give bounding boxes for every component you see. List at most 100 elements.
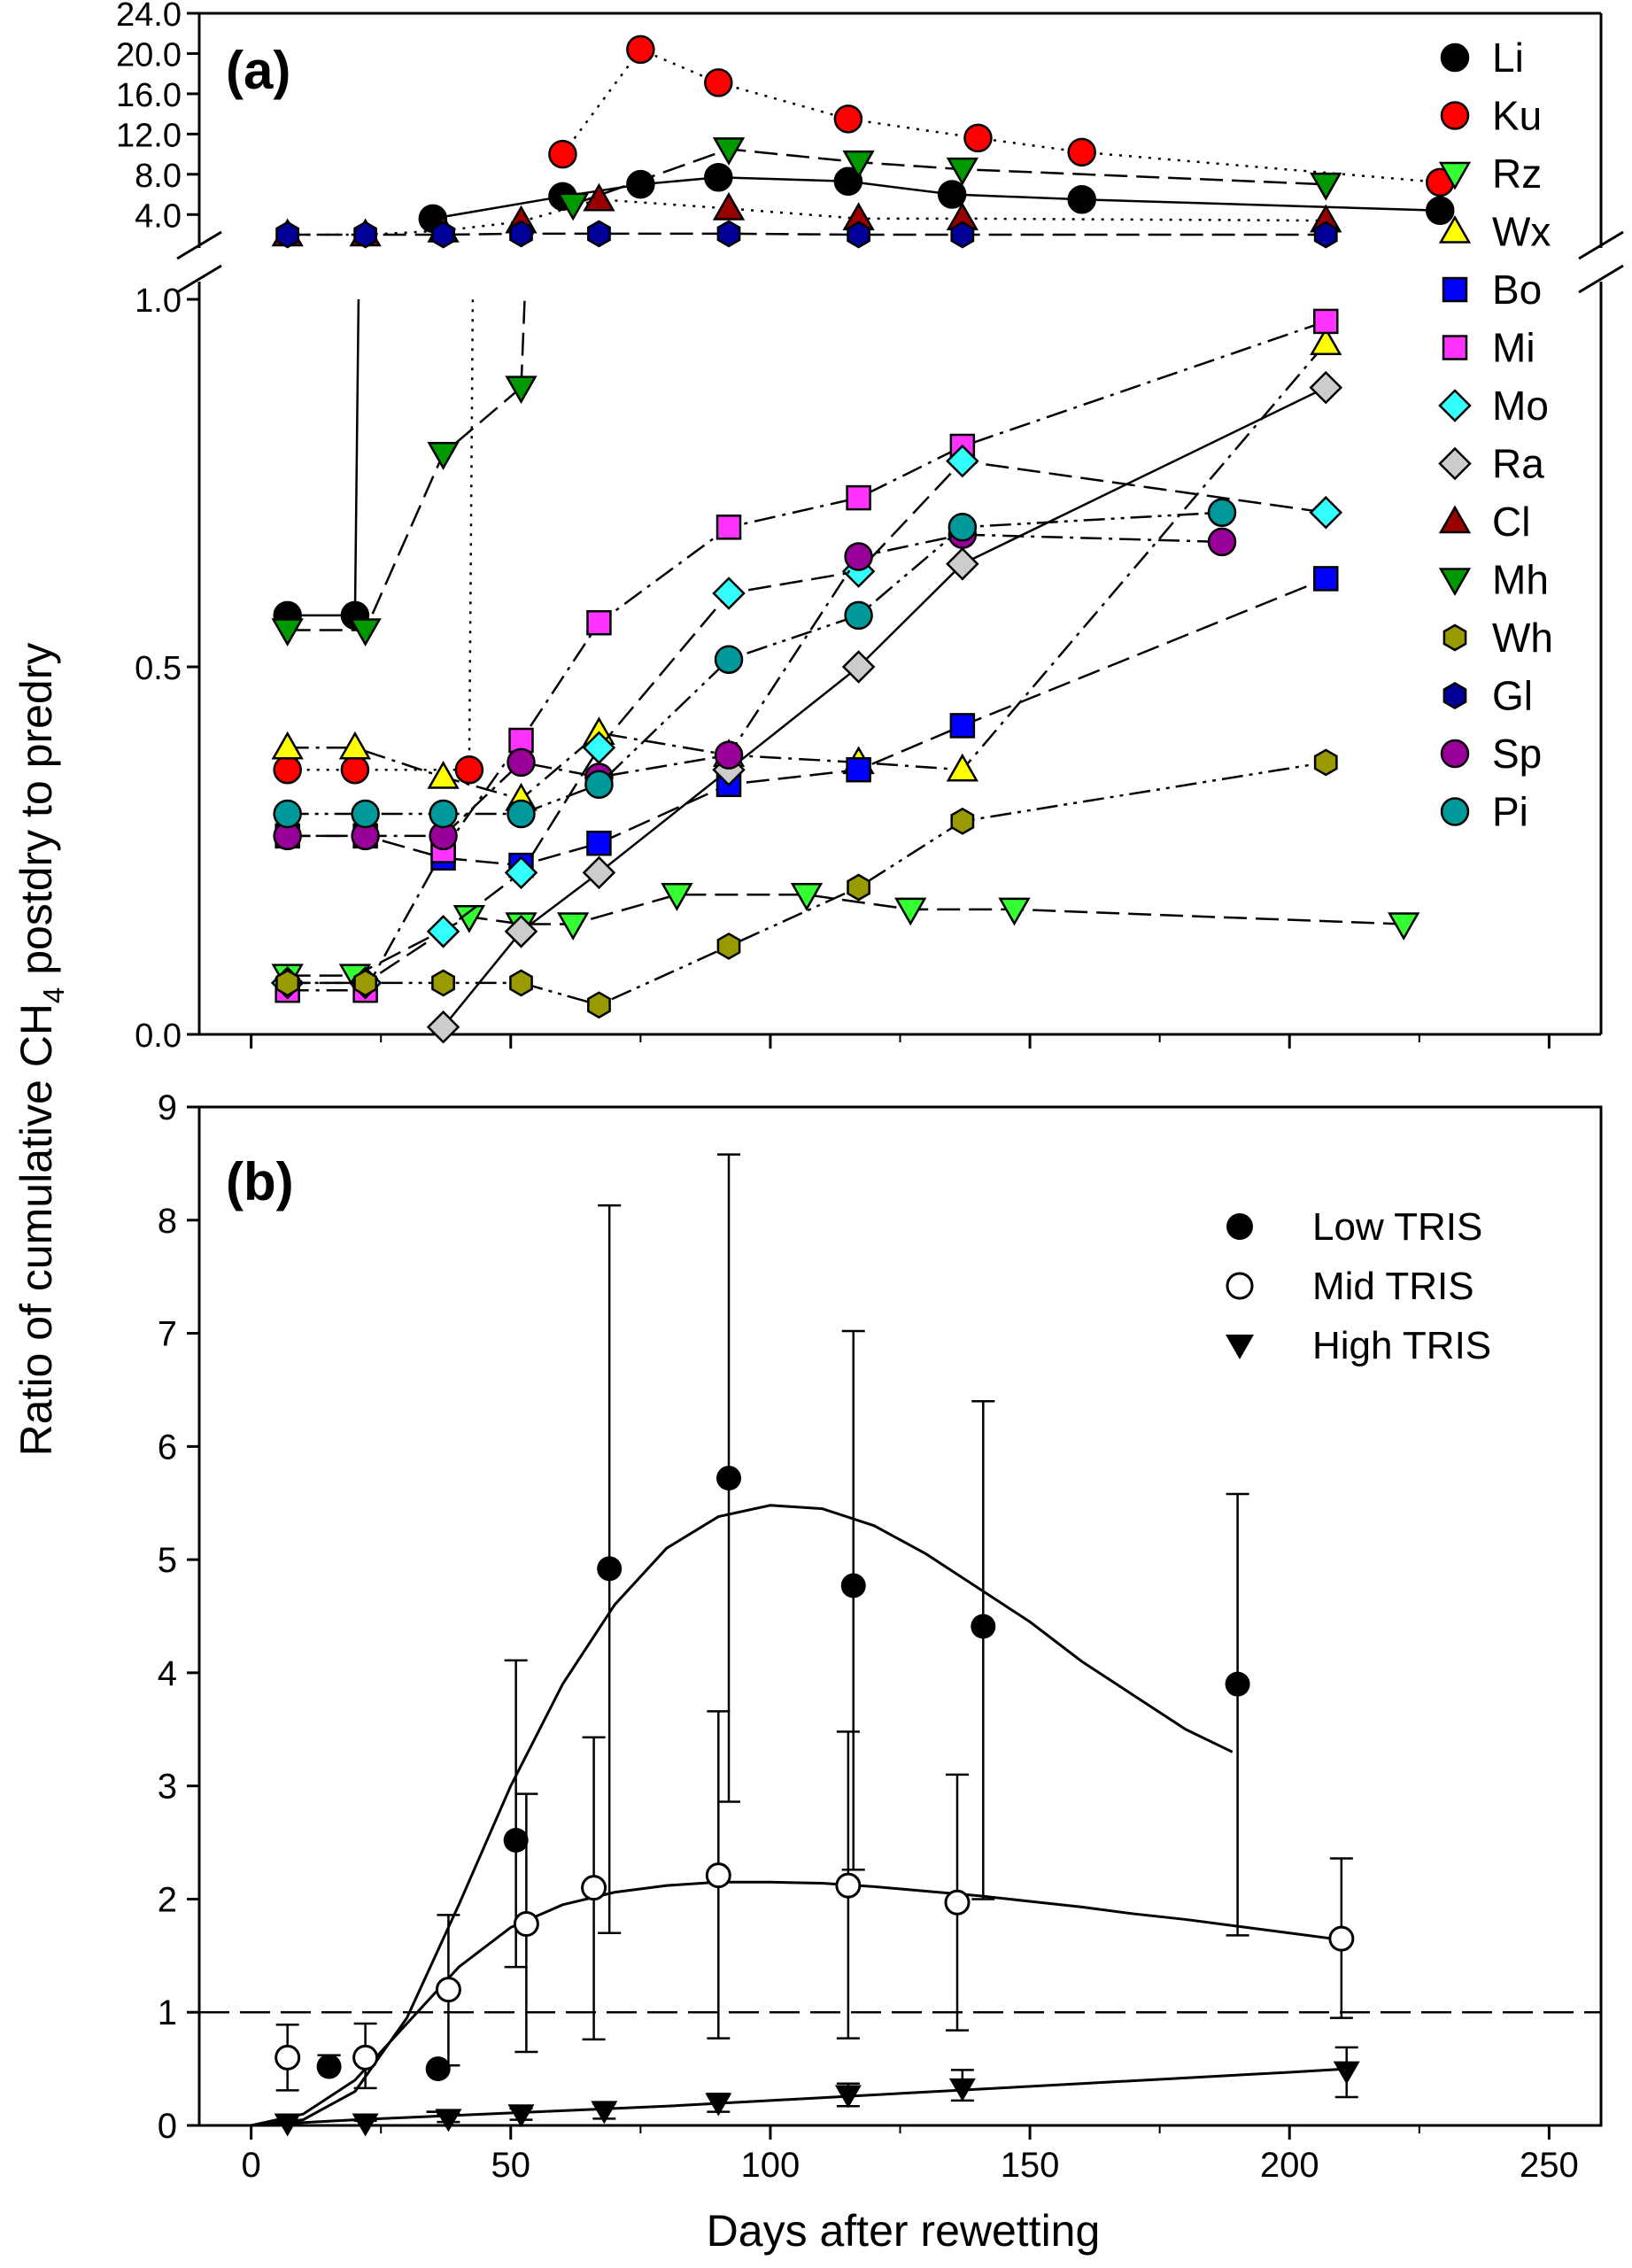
data-point-Wh (353, 969, 377, 997)
legend-label-Mo: Mo (1492, 383, 1549, 429)
data-point-Gl (353, 221, 377, 249)
series-connector-Ku (468, 298, 475, 770)
data-point-Bo (949, 713, 976, 739)
data-point-Ra (426, 1010, 460, 1044)
panel-a-ytick-label-upper: 20.0 (116, 36, 182, 74)
data-point-Ra (841, 650, 876, 684)
data-point-Pi (714, 645, 744, 674)
data-point-Pi (429, 799, 458, 829)
data-point-mid-tris (275, 2044, 301, 2071)
data-point-Pi (947, 513, 978, 542)
data-point-Wx (271, 731, 304, 760)
data-point-Sp (844, 542, 873, 571)
legend-label-Mh: Mh (1492, 557, 1549, 603)
data-point-Ku (626, 35, 655, 65)
data-point-Bo (586, 830, 612, 856)
data-point-Mh (271, 618, 304, 647)
data-point-low-tris (840, 1573, 866, 1598)
panel-b-ytick-label: 6 (158, 1428, 177, 1467)
data-point-Mh (946, 157, 979, 186)
data-point-Mo (1309, 495, 1343, 530)
legend-label-low-tris: Low TRIS (1312, 1205, 1482, 1249)
panel-a: 4.08.0 12.016.020.024.0 0.0 0.5 1.0 Li Ku Rz Wx B… (116, 0, 1624, 1055)
data-point-Gl (275, 221, 300, 249)
data-point-high-tris (507, 2104, 535, 2128)
legend-label-Bo: Bo (1492, 267, 1542, 313)
data-point-low-tris (1225, 1671, 1250, 1697)
data-point-Pi (1207, 498, 1237, 527)
series-line-Sp (287, 533, 1223, 838)
panel-a-ytick-label-upper: 12.0 (116, 117, 182, 154)
data-point-high-tris (1333, 2061, 1360, 2085)
data-point-Gl (587, 220, 611, 248)
legend-label-Pi: Pi (1492, 789, 1528, 835)
legend-marker-Wh (1443, 623, 1467, 652)
data-point-high-tris (834, 2085, 862, 2109)
data-point-low-tris (425, 2056, 451, 2082)
panel-b-ytick-label: 9 (158, 1088, 177, 1127)
series-line-Bo (287, 577, 1326, 867)
data-point-Pi (273, 799, 302, 829)
legend-label-Rz: Rz (1492, 151, 1542, 197)
series-high-tris (274, 2046, 1360, 2137)
data-point-Li (626, 169, 655, 199)
data-point-Mi (1313, 308, 1339, 335)
data-point-mid-tris (705, 1862, 731, 1889)
data-point-Rz (661, 883, 693, 911)
legend-marker-low-tris (1226, 1213, 1253, 1240)
data-point-mid-tris (435, 1977, 461, 2003)
legend-marker-high-tris (1226, 1335, 1254, 1359)
legend-marker-Ku (1440, 101, 1470, 130)
series-Wx (271, 327, 1342, 811)
panel-a-ytick-label-lower: 1.0 (135, 283, 182, 320)
panel-b-xtick-label: 150 (1001, 2146, 1060, 2185)
panel-b-legend: Low TRIS Mid TRIS High TRIS (1226, 1205, 1491, 1367)
y-axis-label-suffix: postdry to predry (12, 643, 61, 987)
legend-marker-Sp (1440, 739, 1470, 769)
y-axis-label: Ratio of cumulative CH4 postdry to predr… (12, 643, 70, 1457)
series-Pi (273, 498, 1237, 829)
data-point-Mh (1310, 172, 1342, 201)
data-point-Mo (946, 444, 979, 478)
panel-b-xtick-label: 250 (1520, 2146, 1579, 2185)
series-connector-Li (353, 298, 360, 615)
legend-marker-Rz (1438, 161, 1472, 190)
data-point-Bo (1313, 566, 1339, 592)
data-point-Wx (427, 760, 460, 789)
series-mid-tris (275, 1710, 1355, 2092)
data-point-Sp (507, 747, 536, 778)
series-Mh (271, 137, 1342, 647)
legend-label-Ra: Ra (1492, 441, 1544, 487)
data-point-high-tris (591, 2101, 618, 2125)
x-axis-label: Days after rewetting (707, 2206, 1101, 2256)
data-point-Rz (556, 912, 590, 941)
data-point-Ra (1309, 370, 1343, 405)
panel-b-frame (197, 1105, 1603, 2127)
data-point-Mh (556, 192, 590, 221)
data-point-Ku (704, 68, 733, 97)
data-point-Sp (714, 740, 744, 770)
data-point-Li (704, 162, 733, 192)
data-point-Ku (548, 139, 577, 169)
legend-marker-Li (1440, 43, 1470, 73)
data-point-Ku (963, 123, 993, 153)
y-axis-label-subscript: 4 (37, 987, 70, 1003)
panel-b-xtick-label: 200 (1260, 2146, 1319, 2185)
legend-label-Li: Li (1492, 35, 1524, 81)
legend-label-mid-tris: Mid TRIS (1312, 1265, 1474, 1308)
panel-a-legend: Li Ku Rz Wx Bo Mi Mo Ra Cl Mh Wh Gl Sp Pi (1438, 35, 1553, 835)
data-point-Ku (273, 755, 302, 785)
legend-label-Sp: Sp (1492, 731, 1542, 777)
data-point-Pi (844, 600, 873, 631)
legend-marker-Mh (1438, 568, 1472, 597)
panel-b-ytick-label: 4 (158, 1654, 177, 1693)
data-point-Mo (426, 915, 460, 948)
panel-a-ytick-label-lower: 0.0 (135, 1018, 182, 1055)
legend-marker-Pi (1440, 797, 1470, 826)
data-point-Mi (715, 515, 742, 540)
panel-a-ytick-label-upper: 4.0 (135, 197, 182, 235)
data-point-Gl (950, 221, 975, 249)
panel-b-xtick-label: 100 (741, 2146, 801, 2185)
panel-b-ytick-label: 3 (158, 1768, 177, 1807)
data-point-Ku (454, 755, 484, 785)
